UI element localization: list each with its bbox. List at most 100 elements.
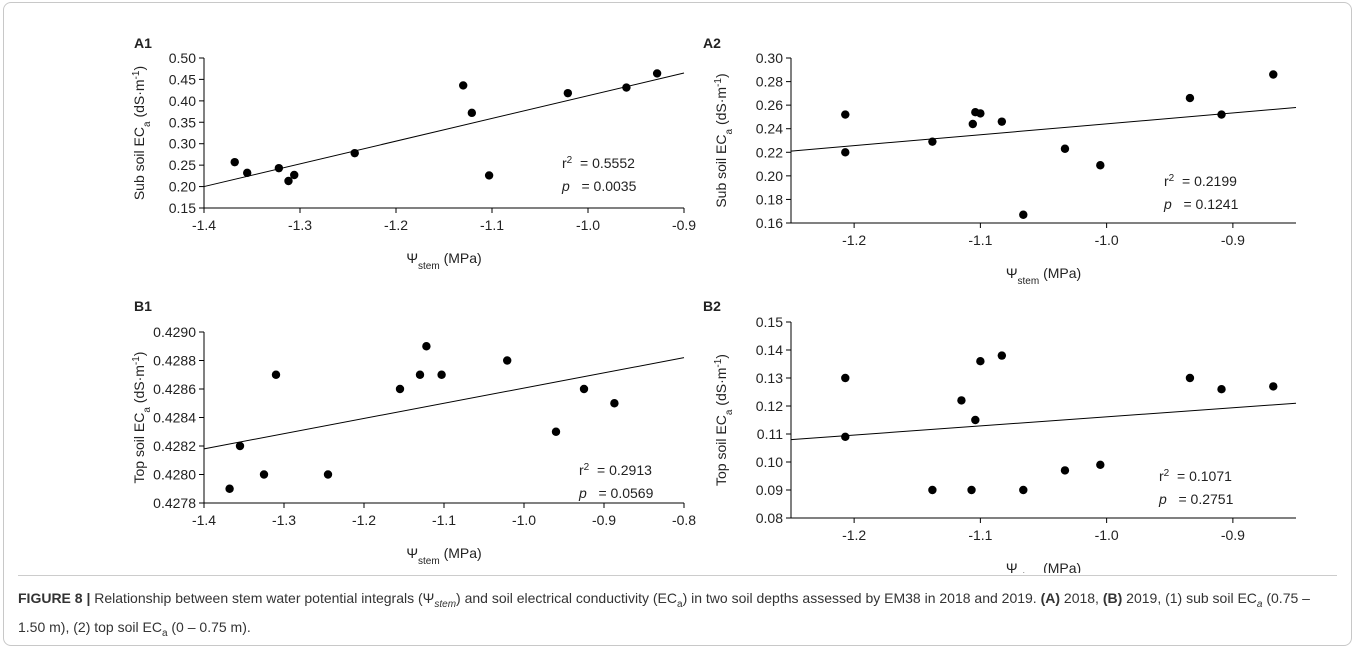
- panel-label: B2: [703, 298, 721, 314]
- x-tick-label: -1.2: [842, 232, 866, 248]
- caption-run: Relationship between stem water potentia…: [90, 590, 435, 606]
- text-run: a: [142, 121, 153, 127]
- text-run: (MPa): [1039, 265, 1081, 281]
- y-tick-label: 0.10: [756, 454, 783, 470]
- x-tick-label: -1.4: [192, 512, 216, 528]
- y-tick-label: 0.16: [756, 215, 783, 231]
- text-run: Sub soil EC: [713, 134, 729, 207]
- x-tick-label: -1.0: [576, 217, 600, 233]
- text-run: = 0.5552: [572, 155, 635, 171]
- text-run: = 0.0035: [570, 178, 637, 194]
- annotation: r2 = 0.5552: [562, 155, 635, 172]
- annotation: r2 = 0.2913: [579, 462, 652, 479]
- panel-label: A1: [134, 35, 152, 51]
- separator: [18, 575, 1337, 576]
- y-tick-label: 0.26: [756, 97, 783, 113]
- x-tick-label: -0.9: [592, 512, 616, 528]
- text-run: Ψ: [406, 545, 418, 561]
- x-axis-label: Ψstem (MPa): [1006, 265, 1081, 287]
- x-tick-label: -1.2: [842, 527, 866, 543]
- annotation: p = 0.0035: [561, 178, 637, 194]
- point: [459, 81, 468, 90]
- point: [323, 470, 333, 479]
- y-tick-label: 0.12: [756, 398, 783, 414]
- text-run: ): [131, 66, 147, 71]
- caption-run: (B): [1102, 590, 1123, 606]
- y-tick-label: 0.18: [756, 191, 783, 207]
- caption-run: a: [1256, 598, 1263, 610]
- point: [1096, 460, 1105, 469]
- y-tick-label: 0.4278: [153, 495, 196, 511]
- text-run: 2: [1169, 173, 1175, 184]
- x-tick-label: -0.9: [1221, 527, 1245, 543]
- text-run: r: [562, 155, 567, 171]
- caption-run: 2018,: [1060, 590, 1103, 606]
- x-tick-label: -1.1: [480, 217, 504, 233]
- x-axis-label: Ψstem (MPa): [1006, 560, 1081, 573]
- x-tick-label: -1.2: [384, 217, 408, 233]
- fit-line: [203, 72, 685, 188]
- text-run: (dS·m: [131, 365, 147, 407]
- text-run: r: [579, 462, 584, 478]
- point: [928, 485, 937, 495]
- text-run: -1: [713, 358, 724, 367]
- point: [1185, 373, 1195, 383]
- point: [415, 370, 425, 379]
- point: [841, 110, 850, 119]
- text-run: 2: [584, 462, 590, 473]
- figure: A1 0.15 0.20 0.25 0.30 0.35 0.40 0.45 0.50 -1.4 -1…: [3, 2, 1352, 646]
- text-run: stem: [1018, 276, 1040, 287]
- fit-line: [790, 107, 1297, 152]
- point: [395, 384, 405, 394]
- y-tick-label: 0.4290: [153, 324, 196, 340]
- text-run: ): [713, 73, 729, 78]
- x-tick-label: -1.3: [288, 217, 312, 233]
- y-tick-label: 0.24: [756, 121, 783, 137]
- caption-run: stem: [434, 598, 457, 610]
- text-run: (dS·m: [713, 368, 729, 410]
- annotation: p = 0.1241: [1163, 196, 1239, 212]
- caption: FIGURE 8 | Relationship between stem wat…: [18, 587, 1318, 645]
- annotation: r2 = 0.2199: [1164, 173, 1237, 190]
- x-tick-label: -1.4: [192, 217, 216, 233]
- x-tick-label: -1.1: [968, 527, 992, 543]
- text-run: r: [1164, 173, 1169, 189]
- text-run: a: [724, 128, 735, 134]
- x-tick-label: -0.9: [1221, 232, 1245, 248]
- y-axis-label: Top soil ECa (dS·m-1): [713, 354, 735, 486]
- text-run: Top soil EC: [131, 413, 147, 484]
- point: [1217, 385, 1226, 394]
- x-axis-label: Ψstem (MPa): [406, 545, 481, 567]
- point: [1019, 210, 1028, 219]
- y-axis-label: Sub soil ECa (dS·m-1): [713, 73, 735, 207]
- text-run: = 0.2751: [1167, 491, 1234, 507]
- y-tick-label: 0.15: [756, 314, 783, 330]
- plots: A1 0.15 0.20 0.25 0.30 0.35 0.40 0.45 0.50 -1.4 -1…: [131, 35, 1297, 573]
- caption-run: a: [677, 598, 683, 610]
- text-run: (MPa): [440, 250, 482, 266]
- caption-run: a: [161, 627, 168, 639]
- point: [610, 399, 619, 408]
- text-run: 2: [567, 155, 573, 166]
- x-tick-label: -0.9: [672, 217, 696, 233]
- panel: A2 0.16 0.18 0.20 0.22 0.24 0.26 0.28 0.30 -1.2 -1…: [703, 35, 1297, 287]
- text-run: p: [1163, 196, 1172, 212]
- caption-run: (0.75 – 1.50 m), (2) top soil EC: [18, 590, 1310, 635]
- text-run: stem: [418, 556, 440, 567]
- point: [968, 119, 977, 129]
- point: [259, 470, 269, 479]
- caption-run: 2019, (1) sub soil EC: [1122, 590, 1257, 606]
- fit-line: [203, 357, 685, 450]
- point: [551, 427, 561, 436]
- text-run: = 0.2913: [589, 462, 652, 478]
- y-tick-label: 0.13: [756, 370, 783, 386]
- point: [1217, 110, 1226, 119]
- point: [350, 148, 359, 158]
- annotation: p = 0.2751: [1158, 491, 1234, 507]
- text-run: Sub soil EC: [131, 127, 147, 200]
- panel-label: B1: [134, 298, 152, 314]
- annotation: p = 0.0569: [578, 485, 654, 501]
- text-run: (dS·m: [713, 87, 729, 129]
- point: [503, 356, 512, 365]
- y-axis-label: Sub soil ECa (dS·m-1): [131, 66, 153, 200]
